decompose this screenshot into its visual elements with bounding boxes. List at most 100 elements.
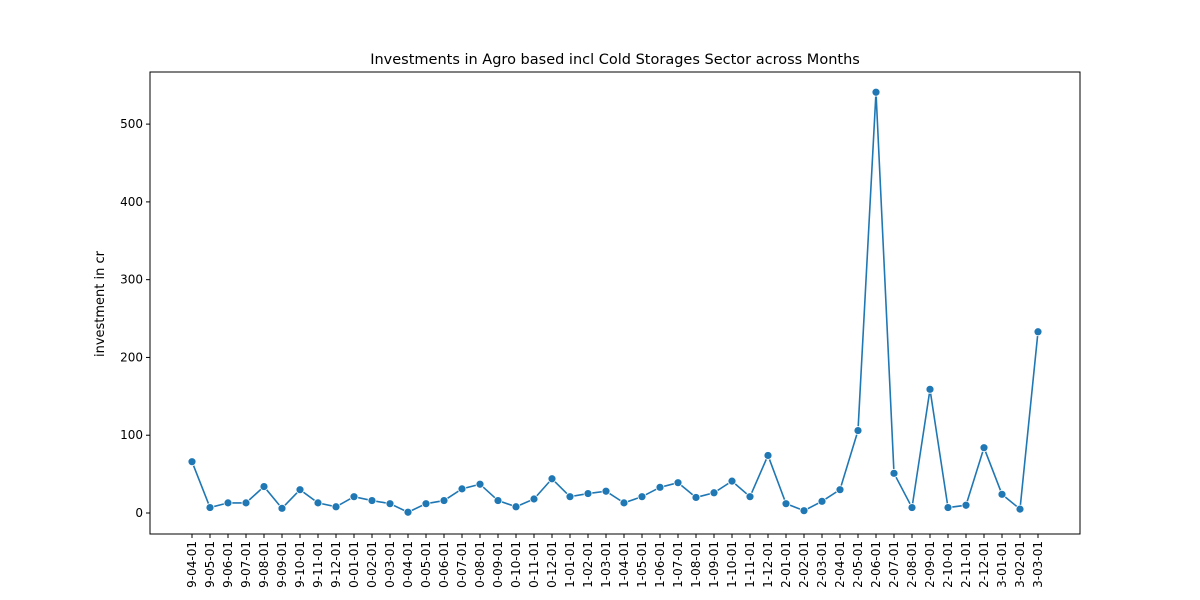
x-tick-label: 0-04-01 [401,541,415,588]
data-point [745,492,755,502]
x-tick-label: 1-12-01 [761,541,775,588]
x-tick-label: 2-10-01 [941,541,955,588]
data-point [187,457,197,467]
x-axis: 9-04-01 9-05-01 9-06-01 9-07-01 9-08-01 9-09-… [185,534,1045,588]
x-tick-label: 0-06-01 [437,541,451,588]
x-tick-label: 0-12-01 [545,541,559,588]
data-point [925,384,935,394]
data-point [997,489,1007,499]
data-point [475,479,485,489]
y-tick-label: 0 [135,506,143,520]
data-point [259,482,269,491]
y-tick-label: 400 [120,195,143,209]
data-point [547,474,557,484]
x-tick-label: 9-08-01 [257,541,271,588]
x-tick-label: 3-03-01 [1031,541,1045,588]
x-tick-label: 2-05-01 [851,541,865,588]
data-point [655,482,665,492]
x-tick-label: 2-02-01 [797,541,811,588]
x-tick-label: 0-02-01 [365,541,379,588]
data-point [817,496,827,506]
data-point [835,485,845,495]
x-tick-label: 9-11-01 [311,541,325,588]
data-point [799,506,809,516]
x-tick-label: 1-03-01 [599,541,613,588]
x-tick-label: 1-09-01 [707,541,721,588]
data-point [781,499,791,509]
data-point [1033,327,1043,337]
data-point [511,502,521,512]
data-point [223,498,233,508]
data-point [889,468,899,478]
x-tick-label: 9-09-01 [275,541,289,588]
data-point [331,502,341,512]
x-tick-label: 0-11-01 [527,541,541,588]
x-tick-label: 2-12-01 [977,541,991,588]
x-tick-label: 0-10-01 [509,541,523,588]
data-points [187,87,1043,517]
y-tick-label: 200 [120,350,143,364]
x-tick-label: 2-08-01 [905,541,919,588]
x-tick-label: 2-01-01 [779,541,793,588]
x-tick-label: 3-02-01 [1013,541,1027,588]
x-tick-label: 9-04-01 [185,541,199,588]
data-point [493,496,503,505]
data-point [205,503,215,512]
x-tick-label: 1-02-01 [581,541,595,588]
x-tick-label: 0-08-01 [473,541,487,588]
data-point [421,499,431,509]
data-point [295,485,305,495]
data-point [583,489,593,498]
data-point [619,498,629,508]
x-tick-label: 9-07-01 [239,541,253,588]
data-point [457,484,467,494]
x-tick-label: 0-09-01 [491,541,505,588]
x-tick-label: 2-07-01 [887,541,901,588]
data-point [691,493,701,502]
data-point [241,498,251,508]
chart-title: Investments in Agro based incl Cold Stor… [370,52,860,68]
x-tick-label: 2-11-01 [959,541,973,588]
x-tick-label: 2-04-01 [833,541,847,588]
x-tick-label: 1-11-01 [743,541,757,588]
data-point [763,451,773,460]
data-point [727,476,737,486]
data-point [961,500,971,510]
x-tick-label: 0-05-01 [419,541,433,588]
data-point [1015,504,1025,514]
y-axis: 0 100 200 300 400 500 [120,117,150,520]
y-tick-label: 500 [120,117,143,131]
data-point [367,496,377,505]
data-point [277,503,287,513]
x-tick-label: 1-04-01 [617,541,631,588]
data-point [403,507,413,517]
x-tick-label: 2-03-01 [815,541,829,588]
data-point [709,488,719,498]
y-axis-label: investment in cr [93,250,108,357]
x-tick-label: 1-05-01 [635,541,649,588]
x-tick-label: 1-06-01 [653,541,667,588]
x-tick-label: 9-10-01 [293,541,307,588]
y-tick-label: 300 [120,273,143,287]
x-tick-label: 9-06-01 [221,541,235,588]
x-tick-label: 2-06-01 [869,541,883,588]
x-tick-label: 1-01-01 [563,541,577,588]
x-tick-label: 9-05-01 [203,541,217,588]
x-tick-label: 1-08-01 [689,541,703,588]
x-tick-label: 0-01-01 [347,541,361,588]
data-point [637,492,647,502]
data-point [853,426,863,435]
x-tick-label: 9-12-01 [329,541,343,588]
x-tick-label: 0-03-01 [383,541,397,588]
x-tick-label: 1-07-01 [671,541,685,588]
data-point [871,87,881,97]
data-point [673,478,683,488]
series-line [191,92,1039,514]
x-tick-label: 3-01-01 [995,541,1009,588]
plot-frame [149,71,1081,535]
x-tick-label: 0-07-01 [455,541,469,588]
data-point [529,494,539,504]
data-point [601,486,611,496]
x-tick-label: 1-10-01 [725,541,739,588]
